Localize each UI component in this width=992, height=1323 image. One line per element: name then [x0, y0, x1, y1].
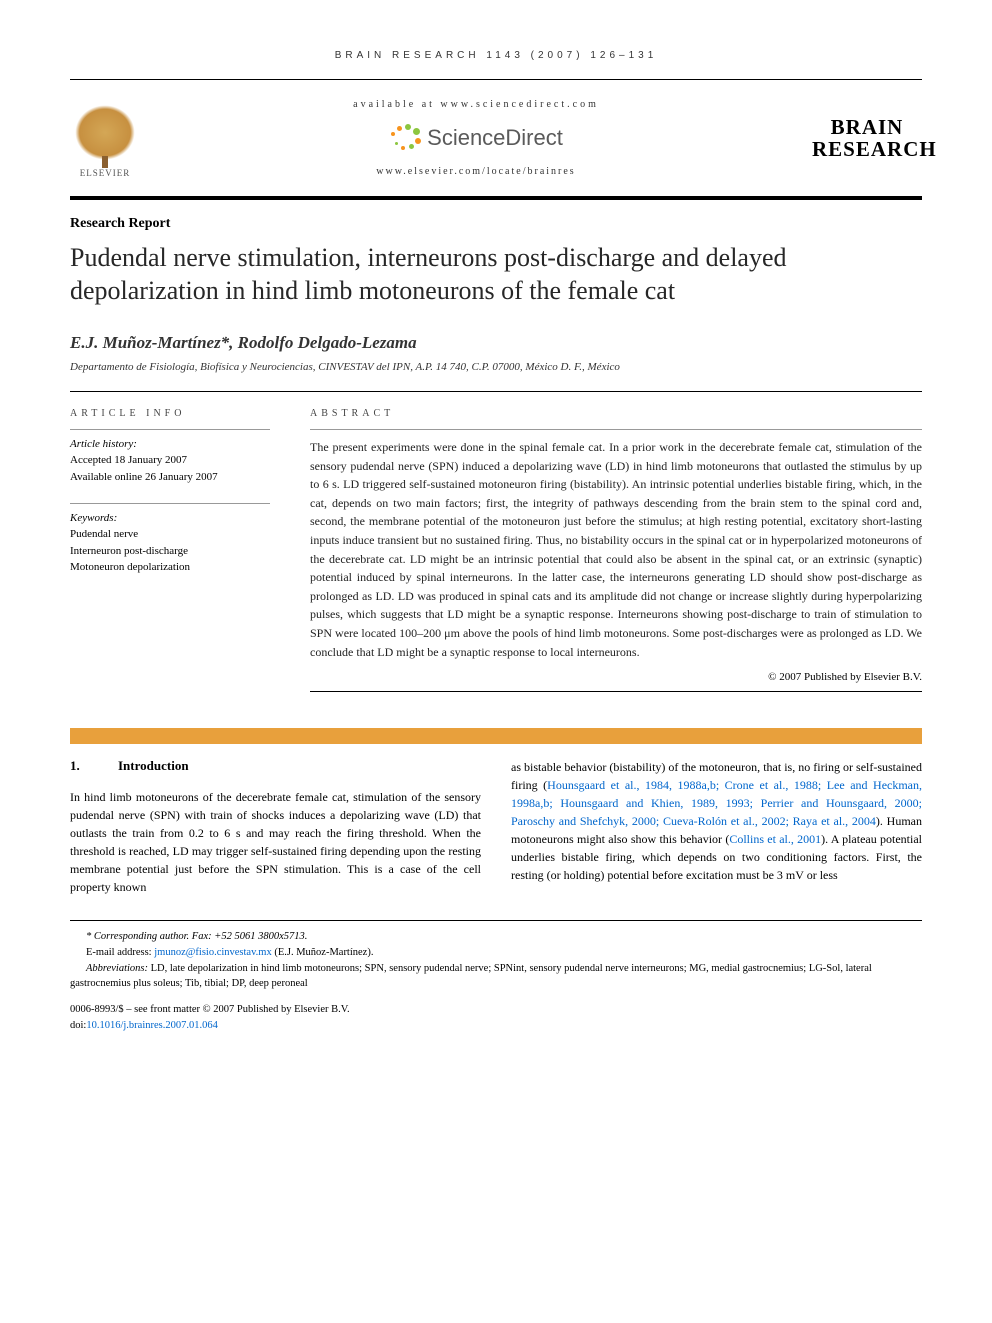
keyword-1: Pudendal nerve	[70, 526, 270, 543]
article-title: Pudendal nerve stimulation, interneurons…	[70, 242, 922, 307]
available-at: available at www.sciencedirect.com	[140, 99, 812, 110]
elsevier-text: ELSEVIER	[80, 168, 131, 178]
footnotes: * Corresponding author. Fax: +52 5061 38…	[70, 920, 922, 992]
accepted-date: Accepted 18 January 2007	[70, 452, 270, 469]
abstract-heading: ABSTRACT	[310, 408, 922, 419]
doi-link[interactable]: 10.1016/j.brainres.2007.01.064	[86, 1020, 218, 1031]
article-info-heading: ARTICLE INFO	[70, 408, 270, 419]
sciencedirect-text: ScienceDirect	[427, 125, 563, 151]
abbrev-text: LD, late depolarization in hind limb mot…	[70, 963, 872, 990]
info-rule-2	[70, 503, 270, 504]
intro-para-left: In hind limb motoneurons of the decerebr…	[70, 788, 481, 896]
article-info: ARTICLE INFO Article history: Accepted 1…	[70, 408, 270, 700]
section-heading: 1.Introduction	[70, 758, 481, 774]
citation-link-1[interactable]: Hounsgaard et al., 1984, 1988a,b; Crone …	[511, 778, 922, 828]
body-col-right: as bistable behavior (bistability) of th…	[511, 758, 922, 896]
journal-logo: BRAIN RESEARCH	[812, 116, 922, 160]
email-line: E-mail address: jmunoz@fisio.cinvestav.m…	[70, 945, 922, 961]
abstract-rule-bottom	[310, 691, 922, 692]
email-link[interactable]: jmunoz@fisio.cinvestav.mx	[154, 947, 271, 958]
sciencedirect-swirl-icon	[389, 124, 423, 152]
abbrev-label: Abbreviations:	[86, 963, 151, 974]
locate-url: www.elsevier.com/locate/brainres	[140, 166, 812, 177]
intro-para-right: as bistable behavior (bistability) of th…	[511, 758, 922, 884]
abstract-rule	[310, 429, 922, 430]
affiliation: Departamento de Fisiología, Biofísica y …	[70, 361, 922, 373]
sciencedirect-logo: ScienceDirect	[389, 124, 563, 152]
email-label: E-mail address:	[86, 947, 154, 958]
info-rule-1	[70, 429, 270, 430]
report-type: Research Report	[70, 216, 922, 232]
keyword-2: Interneuron post-discharge	[70, 543, 270, 560]
online-date: Available online 26 January 2007	[70, 469, 270, 486]
abstract: ABSTRACT The present experiments were do…	[310, 408, 922, 700]
authors: E.J. Muñoz-Martínez*, Rodolfo Delgado-Le…	[70, 333, 922, 353]
section-number: 1.	[70, 758, 118, 774]
running-head: BRAIN RESEARCH 1143 (2007) 126–131	[70, 50, 922, 61]
doi-line: doi:10.1016/j.brainres.2007.01.064	[70, 1018, 922, 1034]
abstract-body: The present experiments were done in the…	[310, 438, 922, 661]
journal-line2: RESEARCH	[812, 138, 922, 160]
body-columns: 1.Introduction In hind limb motoneurons …	[70, 758, 922, 896]
corresponding-author: * Corresponding author. Fax: +52 5061 38…	[70, 929, 922, 945]
masthead-center: available at www.sciencedirect.com Scien…	[140, 99, 812, 177]
front-matter: 0006-8993/$ – see front matter © 2007 Pu…	[70, 1002, 922, 1018]
publication-info: 0006-8993/$ – see front matter © 2007 Pu…	[70, 1002, 922, 1034]
email-tail: (E.J. Muñoz-Martínez).	[272, 947, 374, 958]
copyright: © 2007 Published by Elsevier B.V.	[310, 671, 922, 683]
keywords-label: Keywords:	[70, 512, 270, 524]
body-col-left: 1.Introduction In hind limb motoneurons …	[70, 758, 481, 896]
abbreviations: Abbreviations: LD, late depolarization i…	[70, 961, 922, 993]
elsevier-logo: ELSEVIER	[70, 98, 140, 178]
keyword-3: Motoneuron depolarization	[70, 559, 270, 576]
section-title: Introduction	[118, 758, 189, 773]
page: BRAIN RESEARCH 1143 (2007) 126–131 ELSEV…	[0, 0, 992, 1074]
journal-line1: BRAIN	[812, 116, 922, 138]
info-abstract-row: ARTICLE INFO Article history: Accepted 1…	[70, 392, 922, 700]
doi-label: doi:	[70, 1020, 86, 1031]
elsevier-tree-icon	[75, 105, 135, 160]
rule-thick	[70, 196, 922, 200]
section-bar	[70, 728, 922, 744]
citation-link-2[interactable]: Collins et al., 2001	[729, 832, 821, 846]
history-label: Article history:	[70, 438, 270, 450]
masthead: ELSEVIER available at www.sciencedirect.…	[70, 80, 922, 196]
